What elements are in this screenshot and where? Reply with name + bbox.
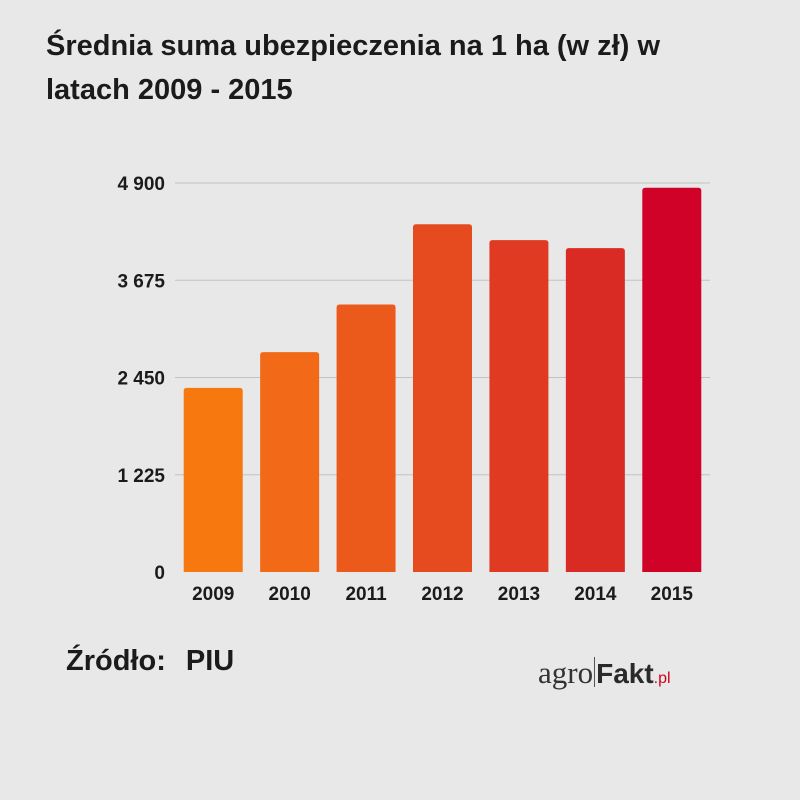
- bar: [642, 187, 702, 573]
- x-tick-label: 2009: [192, 584, 234, 605]
- y-tick-label: 4 900: [117, 174, 165, 195]
- bar: [183, 387, 243, 572]
- agrofakt-logo: agro Fakt.pl: [538, 655, 671, 691]
- y-tick-label: 2 450: [117, 369, 165, 390]
- x-tick-label: 2014: [574, 584, 617, 605]
- bar: [489, 240, 549, 572]
- x-tick-label: 2010: [269, 584, 311, 605]
- y-tick-label: 1 225: [117, 466, 165, 487]
- y-tick-label: 0: [154, 563, 165, 584]
- source-value: PIU: [185, 645, 235, 677]
- x-tick-label: 2013: [498, 584, 540, 605]
- logo-part-fakt: Fakt: [596, 658, 654, 689]
- bar: [260, 352, 320, 572]
- y-tick-label: 3 675: [117, 271, 165, 292]
- x-tick-label: 2012: [421, 584, 463, 605]
- source-label: Źródło:: [66, 645, 166, 677]
- x-tick-label: 2011: [345, 584, 387, 605]
- logo-part-pl: .pl: [653, 670, 671, 687]
- logo-part-agro: agro: [538, 655, 594, 690]
- chart-title: Średnia suma ubezpieczenia na 1 ha (w zł…: [46, 30, 660, 106]
- bar: [413, 224, 472, 573]
- bar: [565, 248, 625, 572]
- bar: [336, 304, 396, 572]
- source-note: Źródło: PIU: [66, 645, 234, 678]
- logo-separator: [594, 657, 596, 687]
- x-tick-label: 2015: [651, 584, 694, 605]
